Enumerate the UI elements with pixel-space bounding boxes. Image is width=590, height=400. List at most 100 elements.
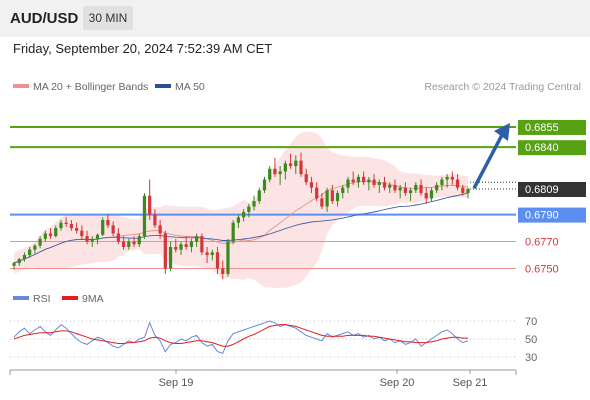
candle-body bbox=[288, 163, 293, 167]
time-axis-label: Sep 21 bbox=[453, 377, 488, 389]
rsi-axis-label: 50 bbox=[525, 334, 537, 346]
candle-body bbox=[377, 182, 381, 185]
bollinger-band bbox=[14, 131, 468, 289]
candle-body bbox=[153, 214, 157, 226]
candle-body bbox=[435, 184, 439, 191]
candle-body bbox=[33, 245, 37, 250]
candle-body bbox=[440, 179, 444, 185]
moving-average-layer bbox=[13, 180, 469, 264]
candle-body bbox=[398, 187, 402, 191]
ma50-legend-label: MA 50 bbox=[175, 81, 205, 93]
resistance-tag bbox=[518, 119, 586, 135]
rsi-axis-label: 70 bbox=[525, 316, 537, 328]
candle-body bbox=[22, 255, 27, 260]
rsi-axis-label: 30 bbox=[525, 352, 537, 364]
candle-body bbox=[148, 195, 152, 215]
candle-body bbox=[299, 160, 303, 175]
candle-body bbox=[236, 217, 241, 223]
candle-body bbox=[64, 222, 68, 225]
candle-body bbox=[257, 190, 261, 202]
candle-body bbox=[101, 219, 105, 235]
instrument-title: AUD/USD bbox=[10, 10, 79, 27]
candle-body bbox=[80, 230, 84, 237]
candle-body bbox=[226, 241, 230, 274]
candle-body bbox=[90, 238, 94, 242]
candle-body bbox=[231, 222, 235, 242]
candle-body bbox=[168, 246, 173, 269]
candle-body bbox=[294, 160, 298, 167]
candle-body bbox=[95, 234, 100, 239]
rsi-ma-legend-swatch bbox=[62, 296, 78, 300]
candle-body bbox=[455, 179, 460, 188]
candle-body bbox=[309, 182, 314, 188]
candle-body bbox=[262, 179, 267, 191]
candle-body bbox=[127, 241, 131, 247]
rsi-line bbox=[13, 320, 469, 355]
candle-body bbox=[137, 236, 141, 245]
forecast-arrow-layer bbox=[472, 122, 510, 190]
candle-body bbox=[414, 184, 418, 191]
time-axis-label: Sep 20 bbox=[380, 377, 415, 389]
candle-body bbox=[221, 268, 225, 274]
candle-body bbox=[341, 187, 345, 194]
timestamp: Friday, September 20, 2024 7:52:39 AM CE… bbox=[13, 41, 273, 56]
candle-body bbox=[38, 238, 42, 246]
candle-body bbox=[424, 193, 428, 199]
price-tags-layer: 0.6855 0.6840 0.6809 0.6790 0.6770 0.6750 bbox=[518, 119, 586, 276]
rsi-ma-line bbox=[13, 324, 468, 347]
candle-body bbox=[200, 236, 204, 253]
ma20-legend-label: MA 20 + Bollinger Bands bbox=[33, 81, 148, 93]
candle-body bbox=[142, 195, 147, 237]
rsi-legend-swatch bbox=[13, 296, 29, 300]
resistance-tag bbox=[518, 140, 586, 156]
candle-body bbox=[268, 168, 272, 180]
candle-body bbox=[121, 241, 126, 247]
time-axis-label: Sep 19 bbox=[159, 377, 194, 389]
candle-body bbox=[48, 233, 53, 237]
candle-body bbox=[403, 187, 407, 194]
candle-body bbox=[132, 241, 136, 245]
candle-body bbox=[445, 176, 449, 180]
candle-body bbox=[205, 252, 209, 256]
candle-body bbox=[362, 176, 366, 183]
candle-body bbox=[351, 179, 355, 183]
ma20-legend-swatch bbox=[13, 84, 29, 88]
candle-body bbox=[367, 179, 371, 183]
candle-body bbox=[372, 179, 376, 185]
candle-body bbox=[356, 176, 361, 183]
target-label: 0.6750 bbox=[525, 264, 559, 276]
candle-body bbox=[184, 244, 188, 247]
timeframe-badge[interactable]: 30 MIN bbox=[83, 6, 133, 30]
last-price-tag bbox=[518, 181, 586, 197]
candle-body bbox=[215, 252, 220, 269]
support-tag-label: 0.6790 bbox=[525, 210, 559, 222]
candle-body bbox=[278, 171, 282, 175]
candle-body bbox=[111, 225, 115, 234]
candle-body bbox=[210, 252, 214, 256]
candle-body bbox=[85, 236, 89, 242]
header-bar: AUD/USD 30 MIN bbox=[0, 0, 590, 37]
candle-body bbox=[320, 198, 324, 207]
candle-body bbox=[408, 190, 413, 194]
forecast-arrow-head bbox=[494, 122, 510, 141]
candle-body bbox=[43, 233, 47, 239]
candle-body bbox=[116, 233, 120, 242]
candle-body bbox=[241, 211, 246, 218]
resistance-tag-label: 0.6855 bbox=[525, 122, 559, 134]
candle-body bbox=[315, 187, 319, 199]
candles-layer bbox=[12, 152, 470, 280]
candle-body bbox=[330, 190, 334, 202]
candle-body bbox=[69, 224, 74, 229]
candle-body bbox=[273, 168, 277, 175]
ma50-legend-swatch bbox=[155, 84, 171, 88]
candle-body bbox=[450, 176, 454, 180]
candle-body bbox=[12, 263, 16, 266]
support-tag bbox=[518, 207, 586, 223]
candle-body bbox=[179, 244, 183, 250]
candle-body bbox=[174, 246, 178, 250]
candle-body bbox=[106, 219, 110, 226]
candle-body bbox=[28, 249, 32, 256]
candle-body bbox=[382, 182, 387, 188]
candle-body bbox=[75, 228, 79, 231]
